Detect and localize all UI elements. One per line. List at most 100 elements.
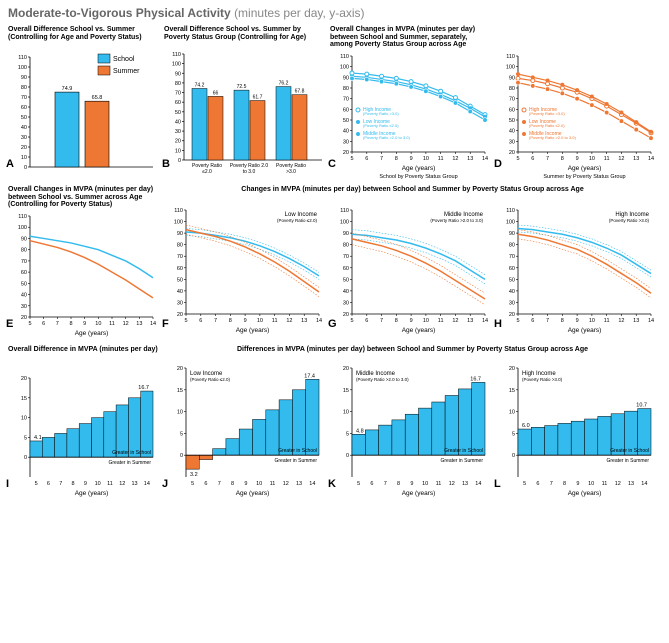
main-title: Moderate-to-Vigorous Physical Activity (… bbox=[8, 6, 661, 20]
panel-D-title bbox=[496, 26, 656, 50]
svg-text:30: 30 bbox=[343, 139, 349, 145]
svg-text:12: 12 bbox=[452, 318, 458, 324]
svg-text:5: 5 bbox=[35, 481, 38, 487]
svg-text:30: 30 bbox=[177, 300, 183, 306]
svg-text:16.7: 16.7 bbox=[138, 385, 149, 391]
svg-text:8: 8 bbox=[231, 481, 234, 487]
svg-text:10: 10 bbox=[95, 321, 101, 327]
svg-text:7: 7 bbox=[214, 318, 217, 324]
svg-text:5: 5 bbox=[346, 431, 349, 437]
svg-text:Age (years): Age (years) bbox=[402, 490, 436, 497]
svg-text:6: 6 bbox=[42, 321, 45, 327]
svg-text:Age (years): Age (years) bbox=[236, 490, 270, 497]
svg-text:7: 7 bbox=[218, 481, 221, 487]
svg-text:9: 9 bbox=[84, 481, 87, 487]
svg-text:13: 13 bbox=[467, 156, 473, 162]
svg-text:12: 12 bbox=[452, 156, 458, 162]
svg-text:0: 0 bbox=[24, 455, 27, 461]
svg-text:to 3.0: to 3.0 bbox=[243, 169, 256, 175]
svg-text:40: 40 bbox=[21, 125, 27, 131]
svg-text:>3.0: >3.0 bbox=[286, 169, 296, 175]
svg-text:9: 9 bbox=[244, 481, 247, 487]
svg-text:9: 9 bbox=[83, 321, 86, 327]
svg-text:100: 100 bbox=[340, 220, 349, 226]
svg-text:80: 80 bbox=[21, 85, 27, 91]
svg-text:12: 12 bbox=[449, 481, 455, 487]
svg-text:14: 14 bbox=[475, 481, 481, 487]
svg-text:80: 80 bbox=[343, 86, 349, 92]
svg-text:80: 80 bbox=[343, 243, 349, 249]
svg-text:12: 12 bbox=[119, 481, 125, 487]
svg-text:5: 5 bbox=[357, 481, 360, 487]
panel-E-title: Overall Changes in MVPA (minutes per day… bbox=[8, 186, 158, 210]
svg-text:11: 11 bbox=[604, 156, 610, 162]
svg-text:5: 5 bbox=[350, 156, 353, 162]
svg-text:90: 90 bbox=[509, 231, 515, 237]
svg-text:30: 30 bbox=[509, 139, 515, 145]
svg-text:10: 10 bbox=[343, 410, 349, 416]
svg-text:10: 10 bbox=[21, 155, 27, 161]
panel-F-label: F bbox=[162, 318, 169, 330]
svg-text:30: 30 bbox=[343, 300, 349, 306]
svg-text:15: 15 bbox=[343, 388, 349, 394]
svg-text:(Poverty Ratio >2.0 to 3.0): (Poverty Ratio >2.0 to 3.0) bbox=[356, 377, 409, 382]
svg-text:11: 11 bbox=[438, 318, 444, 324]
svg-text:10.7: 10.7 bbox=[636, 403, 647, 409]
svg-text:(Poverty Ratio >3.0): (Poverty Ratio >3.0) bbox=[522, 377, 563, 382]
svg-text:10: 10 bbox=[21, 416, 27, 422]
svg-text:50: 50 bbox=[21, 115, 27, 121]
svg-text:≤2.0: ≤2.0 bbox=[202, 169, 212, 175]
svg-text:0: 0 bbox=[178, 158, 181, 164]
svg-text:16.7: 16.7 bbox=[470, 376, 481, 382]
svg-text:5: 5 bbox=[191, 481, 194, 487]
svg-text:12: 12 bbox=[123, 321, 129, 327]
svg-text:80: 80 bbox=[21, 248, 27, 254]
svg-text:14: 14 bbox=[482, 156, 488, 162]
svg-text:65.8: 65.8 bbox=[92, 95, 103, 101]
svg-text:5: 5 bbox=[28, 321, 31, 327]
panel-A-title: Overall Difference School vs. Summer (Co… bbox=[8, 26, 158, 50]
svg-text:13: 13 bbox=[301, 318, 307, 324]
svg-text:5: 5 bbox=[24, 435, 27, 441]
svg-text:8: 8 bbox=[561, 318, 564, 324]
svg-text:13: 13 bbox=[136, 321, 142, 327]
svg-text:40: 40 bbox=[509, 129, 515, 135]
svg-text:Age (years): Age (years) bbox=[75, 490, 109, 497]
svg-text:110: 110 bbox=[340, 54, 349, 60]
svg-text:66: 66 bbox=[213, 90, 219, 96]
panel-B-label: B bbox=[162, 158, 170, 170]
svg-text:70: 70 bbox=[21, 259, 27, 265]
svg-text:5: 5 bbox=[523, 481, 526, 487]
svg-text:70: 70 bbox=[509, 254, 515, 260]
svg-text:60: 60 bbox=[343, 266, 349, 272]
svg-text:80: 80 bbox=[177, 243, 183, 249]
svg-text:50: 50 bbox=[21, 281, 27, 287]
svg-text:8: 8 bbox=[395, 318, 398, 324]
svg-text:5: 5 bbox=[512, 431, 515, 437]
svg-text:12: 12 bbox=[618, 318, 624, 324]
svg-text:10: 10 bbox=[588, 481, 594, 487]
svg-text:Summer: Summer bbox=[113, 68, 140, 75]
svg-text:20: 20 bbox=[21, 315, 27, 321]
svg-text:8: 8 bbox=[72, 481, 75, 487]
panel-C-label: C bbox=[328, 158, 336, 170]
svg-text:9: 9 bbox=[410, 318, 413, 324]
svg-text:6: 6 bbox=[204, 481, 207, 487]
svg-text:14: 14 bbox=[316, 318, 322, 324]
svg-text:20: 20 bbox=[343, 150, 349, 156]
svg-text:110: 110 bbox=[506, 54, 515, 60]
svg-text:11: 11 bbox=[109, 321, 115, 327]
svg-text:9: 9 bbox=[410, 481, 413, 487]
svg-text:80: 80 bbox=[509, 243, 515, 249]
svg-text:30: 30 bbox=[21, 135, 27, 141]
svg-text:110: 110 bbox=[340, 208, 349, 214]
panel-A-label: A bbox=[6, 158, 14, 170]
svg-text:20: 20 bbox=[177, 366, 183, 372]
svg-text:60: 60 bbox=[175, 100, 181, 106]
panel-F: 2030405060708090100110567891011121314Age… bbox=[164, 202, 324, 342]
svg-text:20: 20 bbox=[177, 312, 183, 318]
svg-text:(Poverty Ratio >2.0 to 3.0): (Poverty Ratio >2.0 to 3.0) bbox=[363, 135, 410, 140]
svg-text:70: 70 bbox=[175, 91, 181, 97]
svg-text:Greater in School: Greater in School bbox=[278, 448, 317, 454]
svg-text:6: 6 bbox=[365, 156, 368, 162]
